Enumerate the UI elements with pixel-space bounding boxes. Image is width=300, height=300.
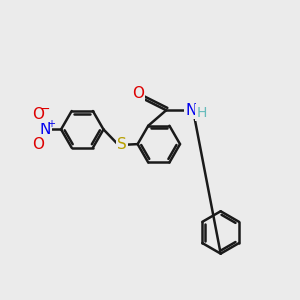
Text: N: N bbox=[40, 122, 51, 137]
Text: S: S bbox=[117, 137, 127, 152]
Text: H: H bbox=[196, 106, 207, 120]
Text: O: O bbox=[132, 86, 144, 101]
Text: O: O bbox=[32, 106, 44, 122]
Text: O: O bbox=[32, 137, 44, 152]
Text: N: N bbox=[185, 103, 197, 118]
Text: +: + bbox=[47, 119, 55, 129]
Text: −: − bbox=[39, 103, 50, 116]
